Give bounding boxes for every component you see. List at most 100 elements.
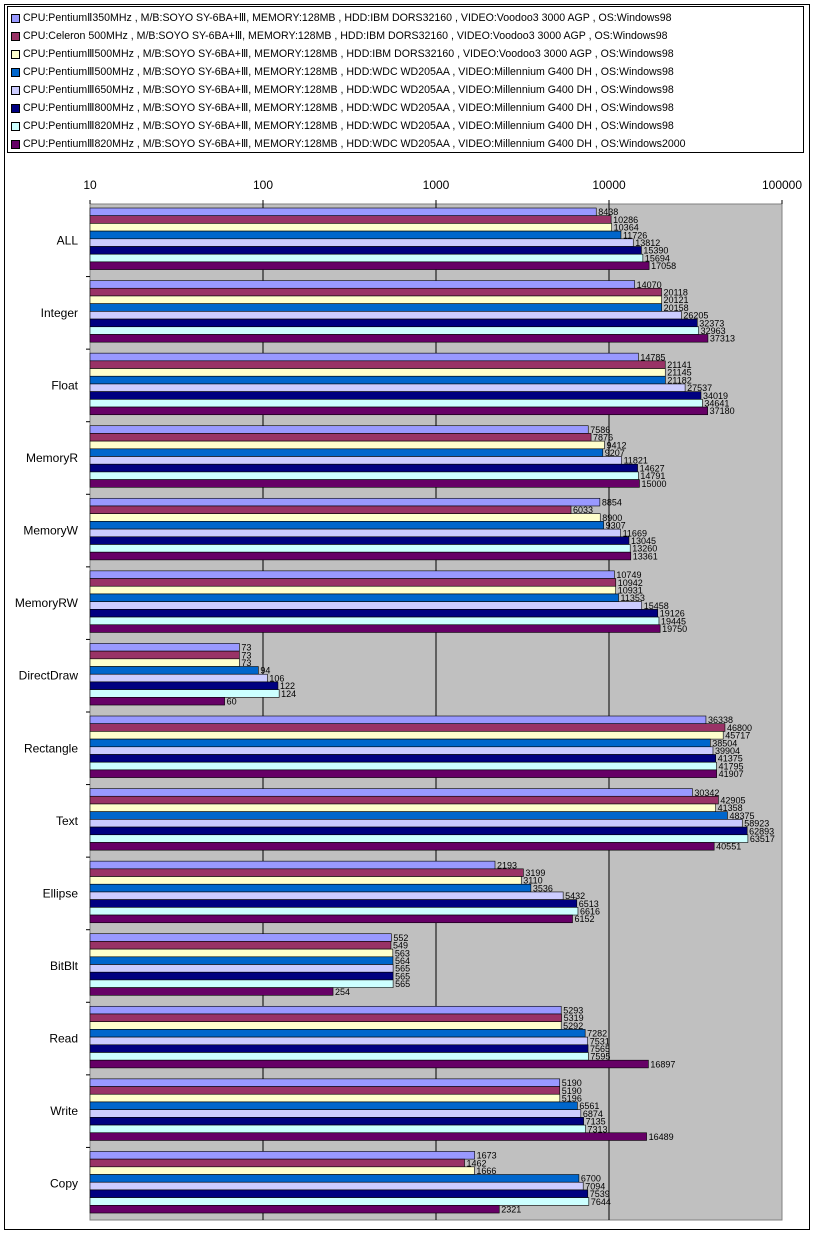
- legend-item: CPU:PentiumⅢ500MHz , M/B:SOYO SY-6BA+Ⅲ, …: [11, 63, 674, 81]
- bar: [89, 375, 666, 385]
- category-label: Float: [51, 378, 78, 392]
- data-label: 1666: [476, 1166, 496, 1176]
- data-label: 552: [393, 933, 408, 943]
- bar: [89, 536, 630, 545]
- data-label: 124: [281, 689, 296, 699]
- data-label: 9307: [606, 521, 626, 531]
- bar: [89, 505, 572, 514]
- category-label: Copy: [50, 1177, 78, 1191]
- category-label: MemoryRW: [15, 596, 79, 610]
- data-label: 6513: [579, 899, 599, 909]
- data-label: 63517: [750, 834, 775, 844]
- bar: [89, 1117, 584, 1126]
- bar: [89, 795, 719, 805]
- legend-swatch: [11, 67, 20, 77]
- data-label: 3536: [533, 883, 553, 893]
- bar: [89, 1078, 561, 1087]
- bar: [89, 673, 268, 683]
- data-label: 6616: [580, 907, 600, 917]
- data-label: 7135: [586, 1117, 606, 1127]
- bar: [89, 1029, 586, 1038]
- data-label: 10931: [618, 585, 643, 595]
- data-label: 14070: [637, 280, 662, 290]
- data-label: 13812: [635, 238, 660, 248]
- data-label: 20118: [664, 287, 688, 297]
- category-label: Read: [49, 1032, 78, 1046]
- legend-item: CPU:PentiumⅢ650MHz , M/B:SOYO SY-6BA+Ⅲ, …: [11, 81, 674, 99]
- bar: [89, 643, 240, 652]
- data-label: 1462: [467, 1158, 487, 1168]
- bar: [89, 223, 612, 232]
- bar: [89, 658, 240, 667]
- bar: [89, 1109, 582, 1118]
- data-label: 14791: [640, 471, 665, 481]
- data-label: 11669: [623, 528, 647, 538]
- bar: [89, 731, 724, 740]
- data-label: 26205: [683, 311, 708, 321]
- bar: [89, 868, 524, 877]
- data-label: 254: [335, 987, 350, 997]
- data-label: 6561: [579, 1101, 599, 1111]
- bar: [89, 907, 579, 916]
- bar: [89, 318, 698, 328]
- data-label: 10286: [613, 215, 638, 225]
- legend-item: CPU:PentiumⅢ500MHz , M/B:SOYO SY-6BA+Ⅲ, …: [11, 45, 674, 63]
- legend-item: CPU:PentiumⅢ820MHz , M/B:SOYO SY-6BA+Ⅲ, …: [11, 135, 686, 153]
- bar: [89, 769, 717, 778]
- bar: [89, 521, 604, 530]
- legend-label: CPU:Celeron 500MHz , M/B:SOYO SY-6BA+Ⅲ, …: [23, 30, 668, 42]
- data-label: 2321: [501, 1205, 521, 1215]
- bar: [89, 360, 666, 369]
- data-label: 7595: [590, 1052, 610, 1062]
- data-label: 73: [241, 650, 251, 660]
- bar: [89, 738, 711, 748]
- bar: [89, 1093, 561, 1103]
- data-label: 37180: [710, 406, 735, 416]
- bar: [89, 303, 662, 312]
- data-label: 6152: [574, 914, 594, 924]
- bar: [89, 1158, 465, 1168]
- bar: [89, 681, 279, 690]
- data-label: 60: [227, 697, 237, 707]
- bar: [89, 803, 716, 812]
- bar: [89, 433, 592, 442]
- bar: [89, 551, 632, 561]
- bar: [89, 933, 392, 942]
- bar: [89, 715, 707, 724]
- bar: [89, 819, 743, 828]
- data-label: 58923: [744, 819, 769, 829]
- bar: [89, 826, 748, 836]
- legend-swatch: [11, 31, 20, 41]
- data-label: 73: [241, 643, 251, 653]
- data-label: 8438: [598, 207, 618, 217]
- category-label: Rectangle: [24, 741, 78, 755]
- legend-label: CPU:PentiumⅢ820MHz , M/B:SOYO SY-6BA+Ⅲ, …: [23, 138, 686, 150]
- data-label: 8854: [602, 497, 622, 507]
- data-label: 3199: [525, 868, 545, 878]
- bar: [89, 746, 714, 755]
- data-label: 1673: [477, 1151, 497, 1161]
- x-tick-label: 100000: [762, 178, 802, 192]
- data-label: 6700: [581, 1174, 601, 1184]
- category-label: MemoryR: [26, 451, 78, 465]
- data-label: 41358: [718, 803, 743, 813]
- data-label: 5190: [562, 1086, 582, 1096]
- data-label: 19126: [660, 609, 685, 619]
- bar: [89, 215, 612, 224]
- data-label: 11353: [621, 593, 645, 603]
- bar: [89, 1132, 647, 1141]
- data-label: 6874: [583, 1109, 603, 1119]
- legend-label: CPU:PentiumⅢ500MHz , M/B:SOYO SY-6BA+Ⅲ, …: [23, 66, 674, 78]
- data-label: 565: [395, 971, 410, 981]
- data-label: 7876: [593, 433, 613, 443]
- bar: [89, 352, 639, 362]
- bar: [89, 987, 334, 996]
- data-label: 565: [395, 964, 410, 974]
- x-tick-label: 1000: [423, 178, 450, 192]
- bar: [89, 497, 601, 507]
- bar: [89, 440, 605, 450]
- bar: [89, 609, 659, 618]
- bar: [89, 1166, 475, 1175]
- bar: [89, 448, 604, 457]
